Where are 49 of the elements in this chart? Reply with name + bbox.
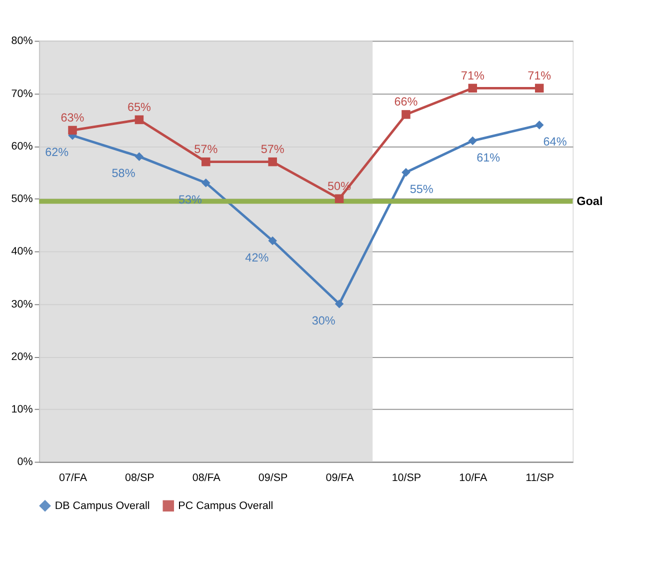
y-tick-label: 40% [11, 246, 34, 258]
data-label: 65% [127, 100, 152, 114]
data-label: 63% [60, 111, 85, 124]
y-tick-label: 30% [11, 298, 34, 310]
point [68, 126, 77, 135]
point [268, 157, 277, 166]
data-label: 71% [460, 69, 485, 82]
legend-label: DB Campus Overall [54, 500, 150, 512]
y-tick-label: 0% [17, 456, 34, 468]
x-tick-label: 10/SP [392, 472, 422, 484]
y-tick-label: 80% [11, 35, 34, 48]
data-label: 61% [476, 151, 501, 164]
point [402, 110, 410, 119]
data-label: 71% [528, 69, 552, 82]
x-tick-label: 09/FA [326, 472, 355, 484]
x-tick-label: 09/SP [258, 472, 288, 484]
x-tick-label: 07/FA [58, 472, 88, 484]
point [402, 168, 410, 177]
legend-label: PC Campus Overall [178, 500, 274, 512]
y-tick-label: 70% [11, 88, 34, 100]
y-tick-label: 50% [11, 193, 34, 206]
x-tick-label: 08/FA [192, 472, 222, 484]
point [468, 84, 478, 93]
point [334, 300, 344, 308]
x-tick-label: 11/SP [526, 472, 554, 484]
data-label: 55% [410, 182, 434, 196]
point [134, 115, 144, 124]
data-label: 57% [260, 143, 285, 156]
point [202, 178, 210, 188]
data-label: 57% [194, 143, 218, 156]
y-tick-label: 20% [11, 350, 34, 363]
y-tick-label: 10% [11, 404, 34, 416]
data-label: 42% [245, 251, 270, 264]
x-tick-label: 10/FA [459, 472, 488, 484]
point [134, 152, 144, 161]
point [268, 236, 277, 246]
point [334, 194, 344, 204]
data-label: 58% [112, 167, 136, 180]
y-tick-label: 60% [11, 140, 34, 152]
point [202, 157, 210, 166]
point [534, 120, 544, 130]
data-label: 62% [45, 146, 70, 160]
data-label: 66% [394, 96, 418, 109]
point [534, 84, 544, 93]
data-label: 30% [312, 314, 336, 328]
ref-line-label: Goal [576, 195, 603, 208]
x-tick-label: 08/SP [125, 472, 154, 484]
data-label: 64% [543, 136, 568, 149]
point [468, 136, 478, 146]
